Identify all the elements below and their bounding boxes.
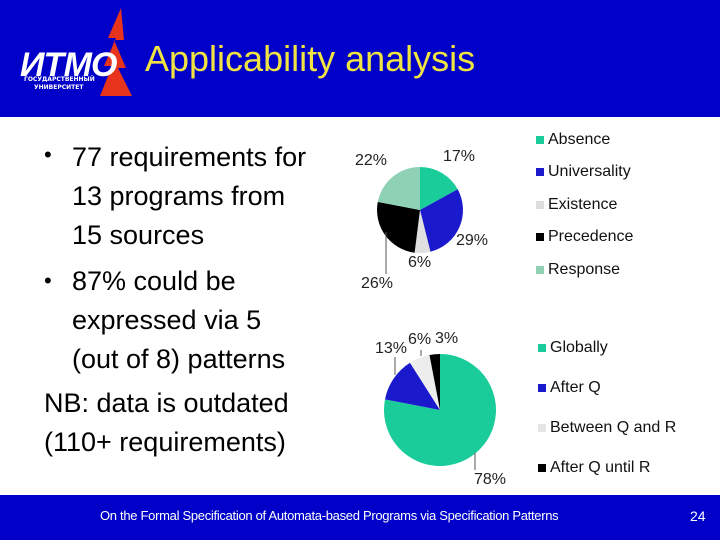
- slide-footer: On the Formal Specification of Automata-…: [0, 495, 720, 540]
- slide-content: [0, 117, 720, 495]
- legend-response: Response: [536, 261, 620, 279]
- legend-precedence: Precedence: [536, 228, 633, 246]
- bullet-2-line-2: expressed via 5: [72, 305, 262, 335]
- slide-title: Applicability analysis: [145, 38, 476, 79]
- pie-2-slices: [383, 350, 496, 470]
- bullet-2-line-3: (out of 8) patterns: [72, 344, 286, 374]
- slice-precedence: [377, 201, 420, 253]
- slide-header: ИТМО ГОСУДАРСТВЕННЫЙ УНИВЕРСИТЕТ Applica…: [0, 0, 720, 117]
- bullet-marker: •: [44, 268, 52, 293]
- swatch-icon: [538, 384, 546, 392]
- swatch-icon: [536, 266, 544, 274]
- pie-1-label-existence: 6%: [408, 254, 432, 271]
- pie-1-label-absence: 17%: [443, 148, 476, 165]
- slice-absence: [420, 167, 458, 210]
- bullet-2-line-1: 87% could be: [72, 266, 236, 296]
- logo-subtitle-2: УНИВЕРСИТЕТ: [34, 84, 84, 91]
- pie-1-slices: [377, 167, 463, 274]
- swatch-icon: [538, 344, 546, 352]
- bullet-1-line-3: 15 sources: [72, 220, 205, 250]
- bullet-marker: •: [44, 142, 52, 167]
- footer-title: On the Formal Specification of Automata-…: [100, 508, 559, 523]
- slice-response: [377, 167, 420, 210]
- slice-existence: [414, 210, 431, 254]
- swatch-icon: [536, 201, 544, 209]
- legend-universality: Universality: [536, 163, 631, 181]
- logo-bolt-icon: [100, 8, 132, 96]
- pie-1-label-response: 22%: [355, 152, 388, 169]
- slice-globally: [383, 354, 496, 466]
- pie-2-label-between: 6%: [408, 331, 432, 348]
- swatch-icon: [536, 233, 544, 241]
- pie-2-label-after-q: 13%: [375, 340, 408, 357]
- pie-2-label-globally: 78%: [474, 471, 507, 488]
- swatch-icon: [536, 168, 544, 176]
- logo-text: ИТМО: [20, 46, 117, 84]
- slice-universality: [420, 189, 463, 252]
- legend-absence: Absence: [536, 131, 610, 149]
- legend-globally: Globally: [538, 339, 608, 357]
- itmo-logo: ИТМО ГОСУДАРСТВЕННЫЙ УНИВЕРСИТЕТ: [8, 8, 138, 98]
- legend-after-q-until-r: After Q until R: [538, 459, 650, 477]
- swatch-icon: [538, 464, 546, 472]
- legend-existence: Existence: [536, 196, 617, 214]
- pie-1-label-precedence: 26%: [361, 275, 394, 292]
- legend-between-q-and-r: Between Q and R: [538, 419, 676, 437]
- slice-after-q: [385, 362, 440, 410]
- swatch-icon: [538, 424, 546, 432]
- slice-after-q-until-r: [429, 354, 440, 410]
- swatch-icon: [536, 136, 544, 144]
- logo-subtitle-1: ГОСУДАРСТВЕННЫЙ: [24, 76, 95, 83]
- slice-between-q-and-r: [410, 355, 440, 410]
- pie-2-label-after-q-until-r: 3%: [435, 330, 459, 347]
- pie-1-label-universality: 29%: [456, 232, 489, 249]
- legend-after-q: After Q: [538, 379, 601, 397]
- note-line-1: NB: data is outdated: [44, 388, 289, 418]
- bullet-1-line-1: 77 requirements for: [72, 142, 307, 172]
- page-number: 24: [690, 508, 706, 524]
- bullet-1-line-2: 13 programs from: [72, 181, 286, 211]
- note-line-2: (110+ requirements): [44, 427, 286, 457]
